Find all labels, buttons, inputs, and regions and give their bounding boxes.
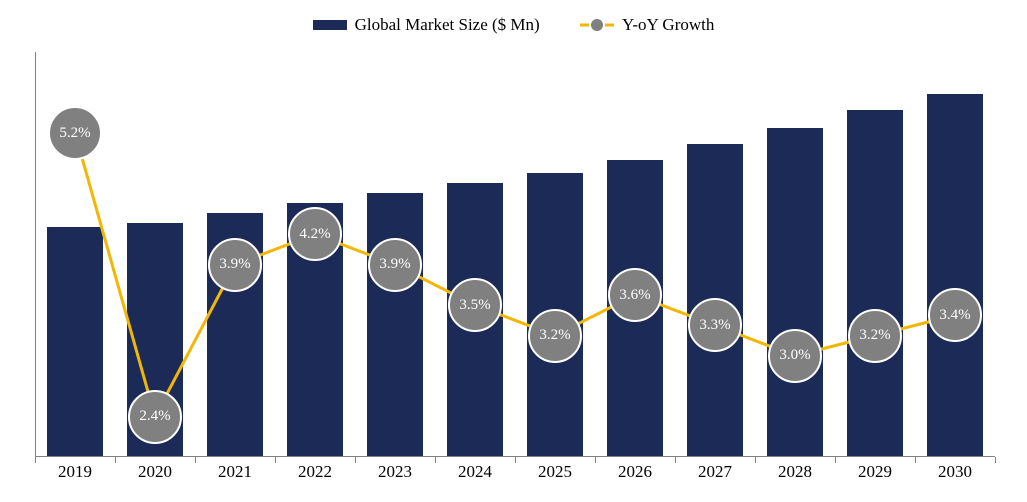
legend-line-swatch	[580, 19, 614, 31]
x-axis-label: 2024	[458, 462, 492, 482]
growth-marker: 3.9%	[368, 238, 422, 292]
growth-marker: 3.6%	[608, 268, 662, 322]
y-axis	[35, 52, 36, 457]
plot-area: 5.2% 2.4% 3.9% 4.2% 3.9% 3.5% 3.2% 3.6% 3.3% 3.0%…	[35, 52, 995, 457]
x-axis-label: 2020	[138, 462, 172, 482]
x-axis-label: 2027	[698, 462, 732, 482]
legend-item-bars: Global Market Size ($ Mn)	[313, 15, 540, 35]
legend: Global Market Size ($ Mn) Y-oY Growth	[0, 14, 1027, 35]
legend-label: Global Market Size ($ Mn)	[355, 15, 540, 35]
bar	[367, 193, 423, 456]
legend-marker-dot	[589, 17, 605, 33]
bar	[847, 110, 903, 456]
x-axis-label: 2021	[218, 462, 252, 482]
legend-item-line: Y-oY Growth	[580, 15, 714, 35]
growth-marker: 3.5%	[448, 278, 502, 332]
growth-marker: 3.2%	[848, 309, 902, 363]
x-axis-label: 2019	[58, 462, 92, 482]
x-axis-label: 2025	[538, 462, 572, 482]
x-axis-label: 2029	[858, 462, 892, 482]
x-axis-label: 2026	[618, 462, 652, 482]
growth-marker: 3.9%	[208, 238, 262, 292]
legend-bar-swatch	[313, 20, 347, 30]
growth-marker: 3.3%	[688, 298, 742, 352]
x-axis-labels: 2019 2020 2021 2022 2023 2024 2025 2026 2027 2028…	[35, 462, 995, 492]
growth-marker: 4.2%	[288, 207, 342, 261]
legend-label: Y-oY Growth	[622, 15, 714, 35]
bar	[47, 227, 103, 456]
market-size-chart: Global Market Size ($ Mn) Y-oY Growth 5.…	[0, 0, 1027, 502]
bar	[767, 128, 823, 456]
x-axis-label: 2022	[298, 462, 332, 482]
bar	[927, 94, 983, 456]
growth-marker: 3.0%	[768, 329, 822, 383]
x-tick	[995, 457, 996, 463]
x-axis-label: 2030	[938, 462, 972, 482]
growth-marker: 3.2%	[528, 309, 582, 363]
growth-marker: 2.4%	[128, 390, 182, 444]
growth-marker: 5.2%	[48, 106, 102, 160]
x-axis-label: 2028	[778, 462, 812, 482]
growth-marker: 3.4%	[928, 288, 982, 342]
x-axis-label: 2023	[378, 462, 412, 482]
